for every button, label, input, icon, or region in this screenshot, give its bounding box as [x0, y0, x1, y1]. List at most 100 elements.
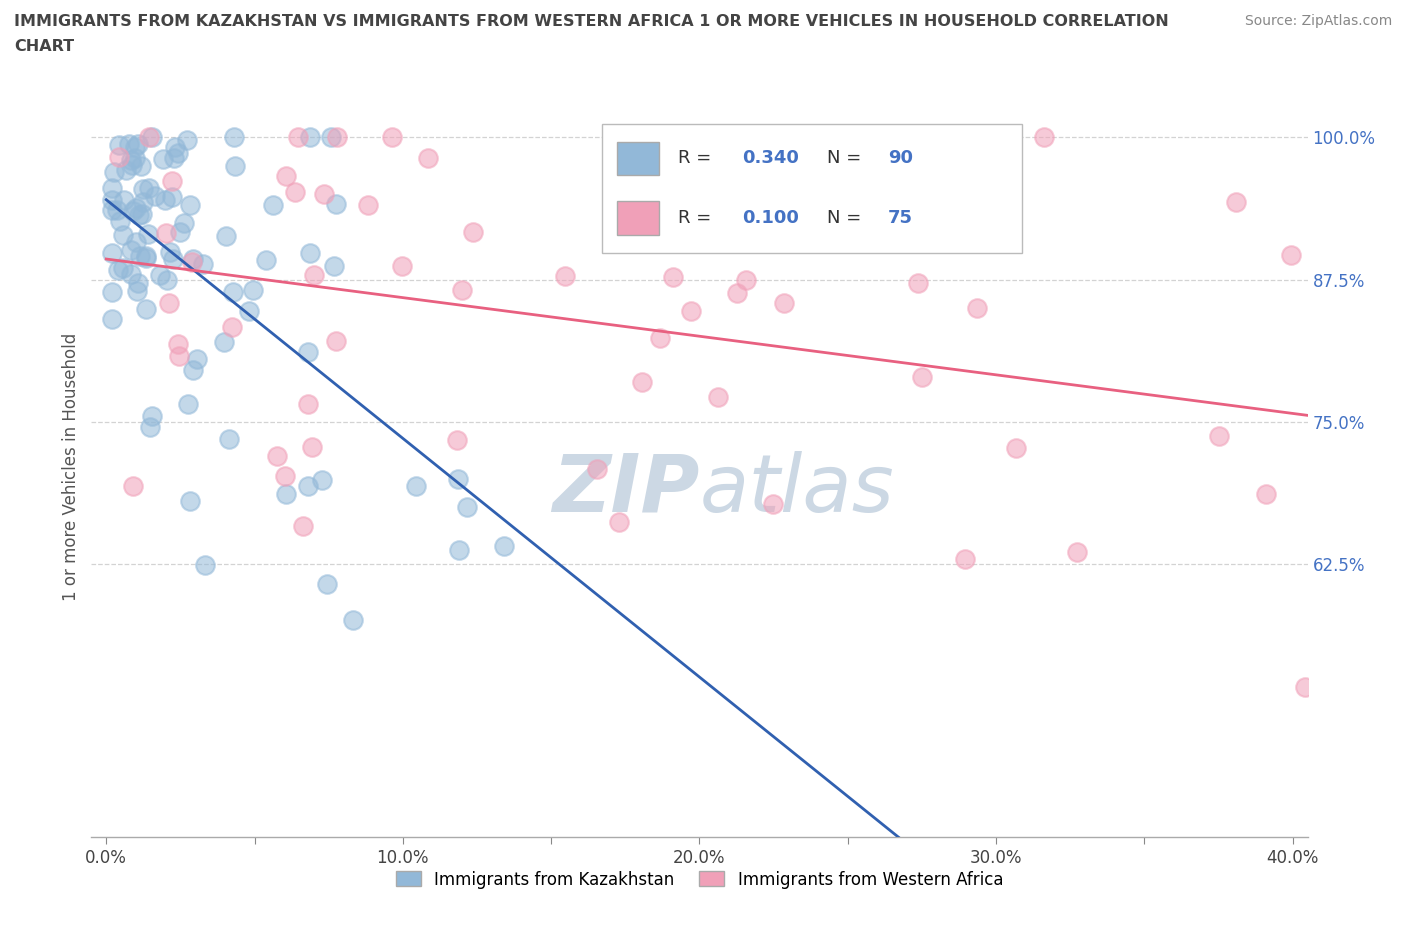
Point	[1033, 130, 1056, 145]
Point	[966, 300, 988, 315]
Point	[173, 215, 195, 230]
Point	[132, 181, 155, 196]
Point	[112, 193, 135, 207]
Point	[298, 246, 321, 261]
Point	[194, 558, 217, 573]
Point	[274, 469, 297, 484]
Point	[155, 226, 177, 241]
Point	[451, 283, 474, 298]
Point	[181, 363, 204, 378]
Point	[494, 538, 516, 553]
Point	[287, 130, 309, 145]
Point	[118, 137, 141, 152]
Point	[101, 193, 124, 207]
Point	[124, 140, 146, 154]
Point	[274, 486, 297, 501]
Point	[586, 462, 609, 477]
Point	[163, 140, 186, 154]
Point	[135, 249, 157, 264]
Point	[136, 227, 159, 242]
Point	[155, 193, 177, 207]
Point	[630, 375, 652, 390]
Point	[149, 268, 172, 283]
Point	[302, 268, 325, 283]
Text: R =: R =	[678, 150, 717, 167]
Point	[446, 433, 468, 448]
Point	[124, 201, 146, 216]
Point	[112, 228, 135, 243]
Point	[325, 334, 347, 349]
Point	[162, 252, 184, 267]
Point	[298, 130, 321, 145]
Point	[297, 396, 319, 411]
Point	[129, 159, 152, 174]
Point	[222, 285, 245, 299]
Point	[103, 165, 125, 179]
Point	[108, 138, 131, 153]
Point	[160, 173, 183, 188]
Bar	[617, 201, 659, 234]
Legend: Immigrants from Kazakhstan, Immigrants from Western Africa: Immigrants from Kazakhstan, Immigrants f…	[389, 864, 1010, 896]
Point	[111, 260, 134, 275]
Point	[1208, 429, 1230, 444]
Point	[218, 432, 240, 447]
Point	[679, 303, 702, 318]
Point	[215, 229, 238, 244]
Point	[179, 493, 201, 508]
Point	[121, 157, 143, 172]
Point	[125, 234, 148, 249]
Point	[127, 136, 149, 151]
Point	[101, 180, 124, 195]
Point	[311, 472, 333, 487]
Point	[935, 233, 957, 248]
Point	[911, 369, 934, 384]
Point	[1225, 194, 1247, 209]
Point	[108, 214, 131, 229]
Text: 75: 75	[889, 209, 912, 227]
Point	[242, 283, 264, 298]
Text: 90: 90	[889, 150, 912, 167]
Point	[105, 203, 128, 218]
Point	[391, 259, 413, 273]
Point	[121, 479, 143, 494]
Point	[1354, 436, 1376, 451]
Point	[135, 301, 157, 316]
Point	[381, 130, 404, 145]
Text: N =: N =	[827, 209, 868, 227]
Y-axis label: 1 or more Vehicles in Household: 1 or more Vehicles in Household	[62, 333, 80, 602]
Point	[128, 248, 150, 263]
Point	[238, 303, 260, 318]
Text: N =: N =	[827, 150, 868, 167]
Text: CHART: CHART	[14, 39, 75, 54]
Point	[297, 345, 319, 360]
Point	[152, 152, 174, 166]
Point	[193, 257, 215, 272]
Point	[418, 150, 440, 165]
Point	[254, 253, 277, 268]
Point	[266, 448, 288, 463]
Point	[621, 187, 644, 202]
Point	[325, 197, 347, 212]
Point	[181, 251, 204, 266]
Point	[115, 163, 138, 178]
Point	[141, 130, 163, 145]
Point	[138, 181, 160, 196]
Point	[141, 408, 163, 423]
Point	[662, 270, 685, 285]
Point	[128, 207, 150, 222]
Bar	[617, 142, 659, 175]
Point	[463, 225, 485, 240]
Point	[120, 267, 142, 282]
Point	[321, 130, 343, 145]
Point	[316, 577, 339, 591]
Point	[1005, 441, 1028, 456]
Point	[357, 197, 380, 212]
Point	[176, 133, 198, 148]
Point	[449, 542, 471, 557]
Text: 0.340: 0.340	[742, 150, 799, 167]
Point	[735, 272, 758, 287]
Point	[276, 168, 298, 183]
Point	[186, 352, 208, 367]
Point	[127, 275, 149, 290]
Point	[159, 245, 181, 259]
